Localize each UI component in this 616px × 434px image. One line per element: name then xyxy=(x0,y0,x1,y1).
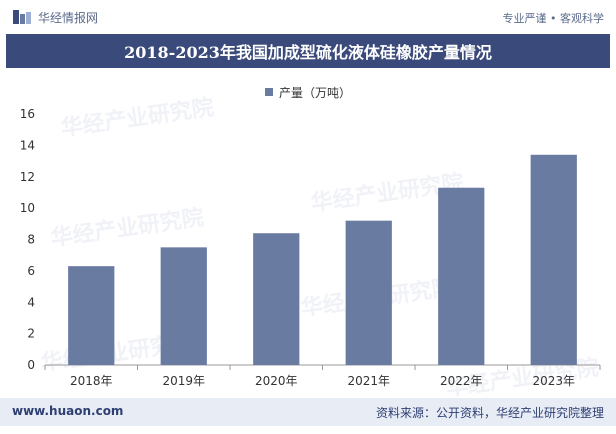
x-tick-label: 2020年 xyxy=(255,374,298,388)
slogan: 专业严谨 • 客观科学 xyxy=(502,12,604,25)
footer-url[interactable]: www.huaon.com xyxy=(12,404,124,418)
bar xyxy=(438,187,485,365)
x-tick-label: 2023年 xyxy=(532,374,575,388)
legend-swatch xyxy=(264,88,273,96)
y-tick-label: 6 xyxy=(27,264,35,278)
top-bar: 华经情报网 专业严谨 • 客观科学 xyxy=(0,0,616,34)
y-tick-label: 2 xyxy=(27,327,35,341)
footer-source: 资料来源：公开资料，华经产业研究院整理 xyxy=(375,406,604,420)
x-tick-label: 2021年 xyxy=(347,374,390,388)
x-tick-label: 2022年 xyxy=(440,374,483,388)
y-tick-label: 16 xyxy=(20,107,35,121)
brand-logo-icon xyxy=(13,10,31,24)
x-tick-label: 2019年 xyxy=(162,374,205,388)
legend-label: 产量（万吨） xyxy=(278,85,351,100)
bar xyxy=(253,233,300,365)
y-tick-label: 0 xyxy=(27,358,35,372)
chart-title: 2018-2023年我国加成型硫化液体硅橡胶产量情况 xyxy=(124,43,492,62)
legend: 产量（万吨） xyxy=(0,84,616,100)
bar xyxy=(68,266,115,365)
brand-name: 华经情报网 xyxy=(38,10,99,25)
x-tick-label: 2018年 xyxy=(70,374,113,388)
title-bar: 2018-2023年我国加成型硫化液体硅橡胶产量情况 xyxy=(6,34,610,68)
footer: www.huaon.com 资料来源：公开资料，华经产业研究院整理 xyxy=(0,398,616,426)
bar xyxy=(160,247,207,365)
y-tick-label: 10 xyxy=(20,201,35,215)
brand: 华经情报网 xyxy=(12,8,98,26)
bar xyxy=(530,154,577,365)
y-tick-label: 14 xyxy=(20,138,35,152)
bar xyxy=(345,220,392,365)
y-tick-label: 4 xyxy=(27,295,35,309)
y-tick-label: 8 xyxy=(27,233,35,247)
y-tick-label: 12 xyxy=(20,170,35,184)
